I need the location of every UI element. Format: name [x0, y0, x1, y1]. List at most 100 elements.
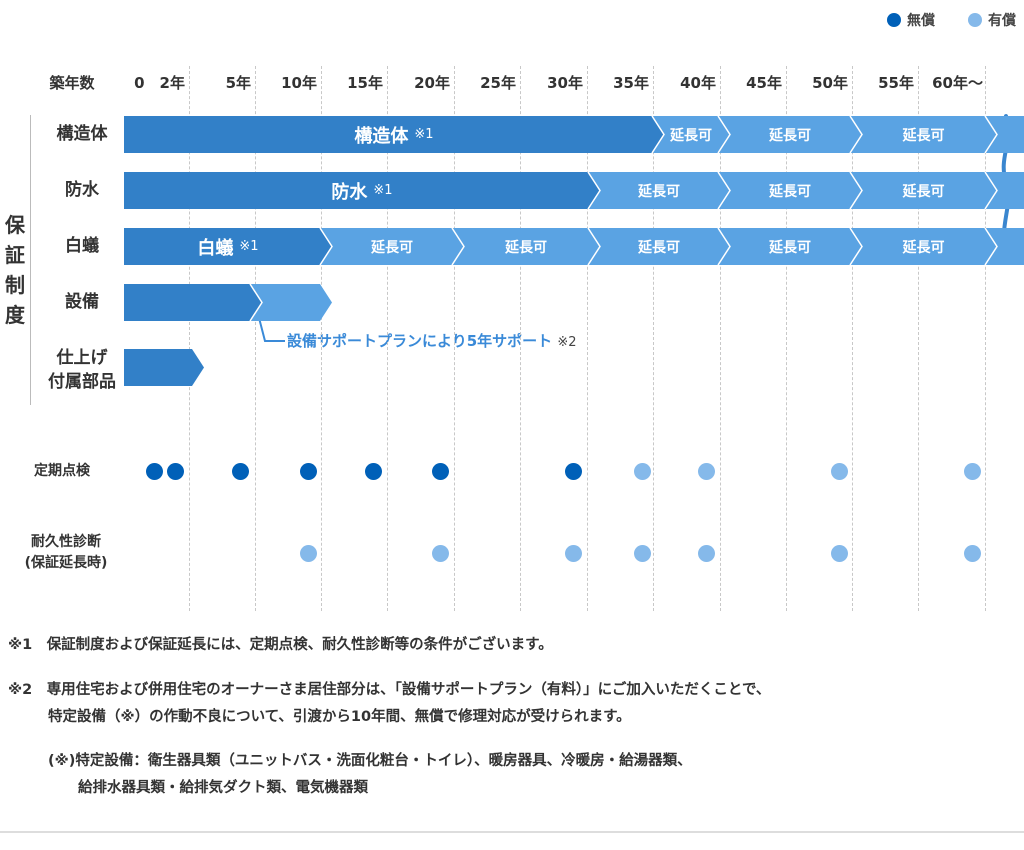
segment-label: 白蟻	[197, 237, 234, 259]
axis-tick: 20年	[414, 74, 450, 92]
segment-label: 延長可	[371, 239, 413, 256]
footnote-mark: ※2	[8, 682, 33, 698]
row-label: 仕上げ 付属部品	[48, 348, 116, 392]
axis-tick: 25年	[480, 74, 516, 92]
paid-dot-icon	[968, 13, 982, 27]
legend-free-label: 無償	[907, 13, 935, 29]
inspections-point-paid	[964, 463, 981, 480]
chevron-separator	[249, 284, 263, 321]
free-segment	[124, 349, 204, 386]
chevron-separator	[984, 228, 998, 265]
legend-free: 無償	[887, 10, 935, 30]
durability-point-paid	[565, 545, 582, 562]
footnote-text: 給排水器具類・給排気ダクト類、電気機器類	[78, 780, 368, 796]
inspection-label: 定期点検	[34, 463, 90, 479]
axis-tick: 15年	[347, 74, 383, 92]
footnote-text: 専用住宅および併用住宅のオーナーさま居住部分は、「設備サポートプラン（有料）」に…	[46, 682, 771, 698]
gridline	[255, 66, 256, 611]
callout-text: 設備サポートプランにより5年サポート	[287, 332, 553, 350]
extension-segment	[250, 284, 332, 321]
axis-tick: 50年	[812, 74, 848, 92]
chevron-separator	[587, 228, 601, 265]
free-segment: 白蟻 ※1	[124, 228, 332, 265]
group-divider	[30, 115, 31, 405]
chevron-separator	[849, 228, 863, 265]
gridline	[786, 66, 787, 611]
segment-label: 延長可	[769, 239, 811, 256]
durability-point-paid	[300, 545, 317, 562]
footnote-mark: ※1	[8, 637, 33, 653]
extension-segment: 延長可	[850, 172, 997, 209]
extension-segment: 延長可	[588, 228, 730, 265]
inspections-point-free	[146, 463, 163, 480]
extension-segment: 延長可	[452, 228, 600, 265]
callout-leader	[257, 313, 285, 342]
segment-note: ※1	[373, 183, 393, 198]
extension-segment: 延長可	[850, 228, 997, 265]
segment-label: 延長可	[902, 127, 945, 144]
gridline	[985, 66, 986, 611]
extension-segment: 延長可	[850, 116, 997, 153]
group-label: 保証制度	[5, 213, 25, 327]
segment-label: 構造体	[354, 125, 409, 147]
axis-tick: 35年	[613, 74, 649, 92]
inspections-point-paid	[831, 463, 848, 480]
footnote-1: ※1 保証制度および保証延長には、定期点検、耐久性診断等の条件がございます。	[8, 632, 553, 659]
inspections-point-free	[232, 463, 249, 480]
legend-paid-label: 有償	[988, 13, 1016, 29]
segment-label: 延長可	[638, 183, 680, 200]
chevron-separator	[717, 172, 731, 209]
row-label: 白蟻	[65, 236, 99, 256]
divider	[0, 831, 1024, 833]
segment-label: 延長可	[902, 183, 945, 200]
free-segment: 防水 ※1	[124, 172, 600, 209]
inspections-point-paid	[634, 463, 651, 480]
free-segment	[124, 284, 262, 321]
inspections-point-free	[565, 463, 582, 480]
legend-paid: 有償	[968, 10, 1016, 30]
row-label: 防水	[65, 180, 99, 200]
durability-label: 耐久性診断 (保証延長時)	[24, 534, 108, 571]
inspections-point-paid	[698, 463, 715, 480]
chevron-separator	[587, 172, 601, 209]
gridline	[387, 66, 388, 611]
segment-label: 防水	[331, 181, 368, 203]
gridline	[520, 66, 521, 611]
chevron-separator	[717, 116, 731, 153]
extension-segment: 延長可	[718, 228, 862, 265]
axis-tick: 40年	[680, 74, 716, 92]
segment-label: 延長可	[670, 127, 712, 144]
extension-segment: 延長可	[588, 172, 730, 209]
axis-tick: 30年	[547, 74, 583, 92]
equipment-support-callout: 設備サポートプランにより5年サポート ※2	[287, 330, 577, 351]
free-segment: 構造体 ※1	[124, 116, 664, 153]
extension-segment: 延長可	[320, 228, 464, 265]
chevron-separator	[984, 116, 998, 153]
callout-note: ※2	[557, 335, 577, 350]
gridline	[653, 66, 654, 611]
segment-label: 延長可	[505, 239, 547, 256]
row-label: 構造体	[56, 124, 108, 144]
footnote-text: 保証制度および保証延長には、定期点検、耐久性診断等の条件がございます。	[46, 637, 553, 653]
chevron-separator	[451, 228, 465, 265]
axis-tick: 60年〜	[932, 74, 983, 92]
gridline	[852, 66, 853, 611]
inspections-point-free	[365, 463, 382, 480]
axis-label: 築年数	[49, 74, 95, 92]
chevron-separator	[717, 228, 731, 265]
footnote-text: (※)特定設備：衛生器具類（ユニットバス・洗面化粧台・トイレ）、暖房器具、冷暖房…	[48, 753, 692, 769]
axis-tick: 5年	[225, 74, 251, 92]
extension-segment: 延長可	[652, 116, 730, 153]
segment-label: 延長可	[638, 239, 680, 256]
durability-point-paid	[831, 545, 848, 562]
gridline	[587, 66, 588, 611]
chevron-separator	[849, 116, 863, 153]
segment-label: 延長可	[902, 239, 945, 256]
inspections-point-free	[300, 463, 317, 480]
axis-tick: 10年	[281, 74, 317, 92]
footnote-2: ※2 専用住宅および併用住宅のオーナーさま居住部分は、「設備サポートプラン（有料…	[8, 677, 770, 731]
footnote-text: 特定設備（※）の作動不良について、引渡から10年間、無償で修理対応が受けられます…	[48, 709, 631, 725]
durability-point-paid	[698, 545, 715, 562]
segment-label: 延長可	[769, 127, 811, 144]
